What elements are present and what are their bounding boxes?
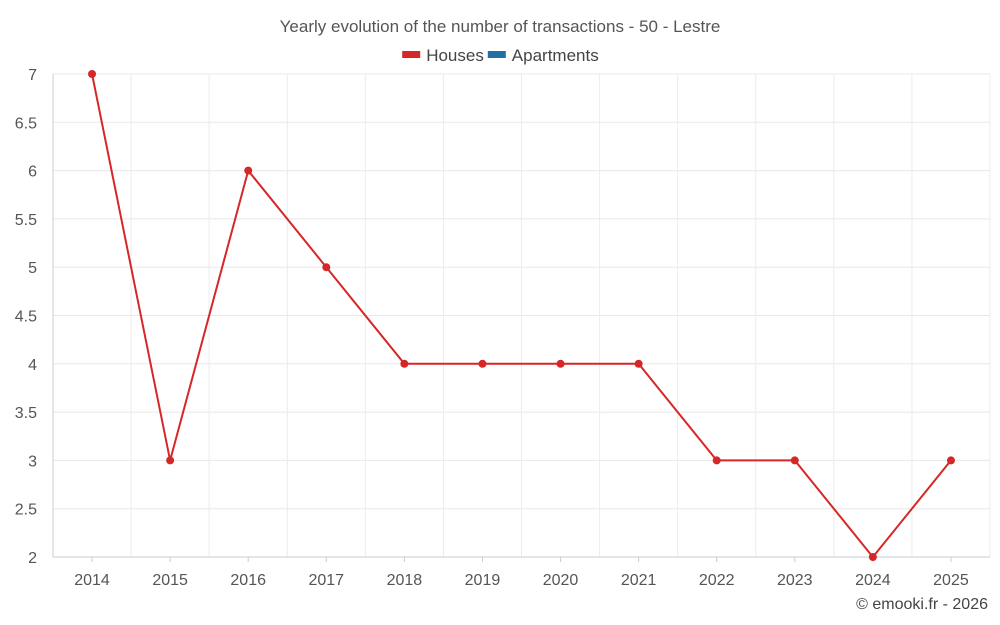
y-tick-label: 2 (28, 550, 37, 567)
y-tick-label: 4 (28, 357, 37, 374)
legend-label: Houses (426, 46, 484, 65)
x-tick-label: 2024 (855, 572, 891, 589)
x-tick-label: 2015 (152, 572, 188, 589)
data-point-houses[interactable] (322, 263, 331, 272)
x-tick-label: 2019 (465, 572, 501, 589)
y-tick-label: 4.5 (15, 309, 37, 326)
legend-swatch (402, 51, 421, 58)
data-point-houses[interactable] (244, 166, 253, 175)
legend-swatch (487, 51, 506, 58)
x-tick-label: 2022 (699, 572, 735, 589)
data-point-houses[interactable] (868, 553, 877, 561)
credit-text: © emooki.fr - 2026 (856, 596, 988, 613)
chart-legend: Houses Apartments (402, 46, 599, 65)
data-point-houses[interactable] (712, 456, 721, 465)
x-tick-label: 2025 (933, 572, 969, 589)
y-tick-label: 7 (28, 67, 37, 84)
y-tick-label: 5.5 (15, 212, 37, 229)
x-axis-ticks: 2014 2015 2016 2017 2018 2019 2020 2021 2022 2023… (74, 557, 969, 589)
data-point-houses[interactable] (88, 70, 97, 78)
y-tick-label: 6 (28, 164, 37, 181)
data-point-houses[interactable] (478, 359, 487, 368)
series-layer (88, 70, 955, 561)
y-tick-label: 5 (28, 260, 37, 277)
x-tick-label: 2017 (308, 572, 344, 589)
data-point-houses[interactable] (400, 359, 409, 368)
data-point-houses[interactable] (946, 456, 955, 465)
axes (52, 74, 990, 558)
x-tick-label: 2016 (230, 572, 266, 589)
x-tick-label: 2014 (74, 572, 110, 589)
y-tick-label: 2.5 (15, 502, 37, 519)
legend-item-houses[interactable]: Houses (402, 46, 484, 65)
data-point-houses[interactable] (166, 456, 175, 465)
grid-lines (52, 73, 991, 558)
x-tick-label: 2021 (621, 572, 657, 589)
series-line-houses (91, 73, 952, 558)
x-tick-label: 2023 (777, 572, 813, 589)
x-tick-label: 2020 (543, 572, 579, 589)
chart-title: Yearly evolution of the number of transa… (280, 17, 721, 36)
y-axis-ticks: 2 2.5 3 3.5 4 4.5 5 5.5 6 6.5 7 (15, 67, 37, 567)
data-point-houses[interactable] (556, 359, 565, 368)
x-tick-label: 2018 (387, 572, 423, 589)
legend-label: Apartments (512, 46, 599, 65)
data-point-houses[interactable] (634, 359, 643, 368)
y-tick-label: 3 (28, 453, 37, 470)
y-tick-label: 6.5 (15, 115, 37, 132)
legend-item-apartments[interactable]: Apartments (487, 46, 599, 65)
y-tick-label: 3.5 (15, 405, 37, 422)
data-point-houses[interactable] (790, 456, 799, 465)
